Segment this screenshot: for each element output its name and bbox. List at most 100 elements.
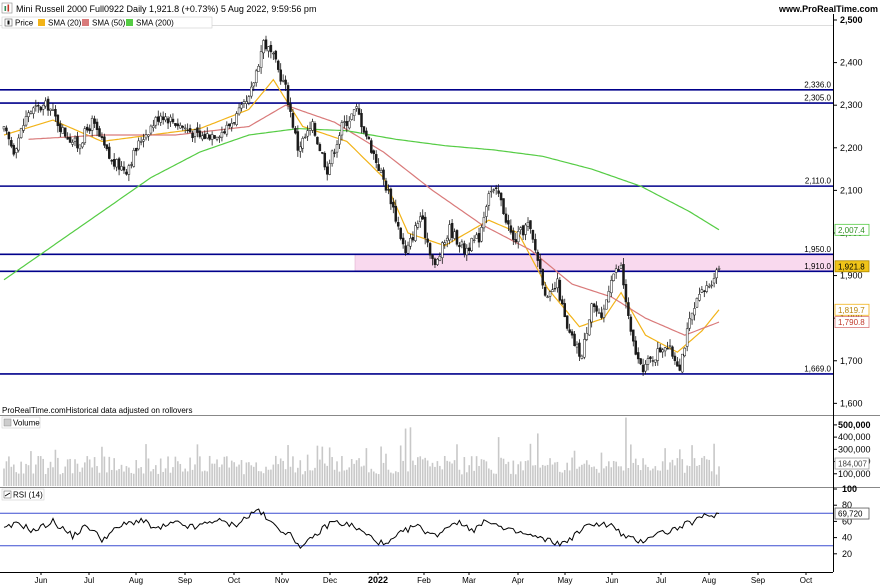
volume-bar <box>659 470 662 486</box>
volume-bar <box>608 461 610 486</box>
x-tick-label: May <box>557 576 572 585</box>
volume-bar <box>595 468 598 486</box>
volume-bar <box>598 472 600 486</box>
volume-bar <box>66 459 69 486</box>
volume-bars-layer <box>3 417 720 486</box>
volume-bar <box>289 466 292 486</box>
volume-bar <box>429 466 431 486</box>
volume-bar <box>358 458 360 486</box>
candle-body <box>573 333 576 347</box>
volume-bar <box>713 443 715 486</box>
volume-bar <box>414 465 417 486</box>
volume-bar <box>441 469 444 486</box>
volume-bar <box>529 443 532 486</box>
candle-body <box>308 128 312 131</box>
candle-body <box>690 312 694 321</box>
volume-bar <box>189 457 191 486</box>
candle-body <box>198 130 202 138</box>
volume-bar <box>669 462 671 486</box>
volume-bar <box>453 460 456 486</box>
candle-body <box>548 291 552 297</box>
candle-body <box>24 116 28 126</box>
volume-bar <box>57 457 59 486</box>
candle-body <box>546 296 549 298</box>
chart-type-icon[interactable] <box>1 2 13 14</box>
candle-body <box>580 355 584 359</box>
candle-body <box>105 144 109 150</box>
candle-body <box>695 297 699 308</box>
candle-body <box>458 245 461 248</box>
volume-bar <box>656 470 659 486</box>
volume-bar <box>32 473 35 486</box>
candle-body <box>88 128 91 132</box>
volume-bar <box>106 472 108 486</box>
candle-body <box>348 120 351 129</box>
volume-bar <box>196 444 199 486</box>
candle-body <box>578 342 581 357</box>
volume-bar <box>443 455 446 486</box>
legend-price: Price <box>15 19 34 28</box>
candle-body <box>218 136 221 139</box>
price-tick-label: 2,300 <box>840 100 863 110</box>
volume-bar <box>458 469 461 486</box>
volume-bar <box>375 473 377 486</box>
volume-bar <box>147 458 150 486</box>
candle-body <box>612 273 615 281</box>
candle-body <box>98 128 101 137</box>
price-panel-top-rule <box>0 25 833 26</box>
candle-body <box>186 129 189 131</box>
candle-body <box>44 100 47 107</box>
volume-bar <box>473 470 475 486</box>
volume-bar <box>96 466 98 486</box>
candle-body <box>583 339 586 358</box>
volume-bar <box>3 468 5 486</box>
volume-bar <box>581 464 583 486</box>
volume-bar <box>25 463 27 486</box>
candle-body <box>51 109 55 111</box>
x-tick-label: Jul <box>656 576 666 585</box>
candle-body <box>350 113 353 120</box>
source-label[interactable]: www.ProRealTime.com <box>778 4 878 14</box>
candle-body <box>345 121 349 127</box>
volume-bar <box>402 460 404 486</box>
volume-bar <box>355 460 358 486</box>
candle-body <box>343 121 346 123</box>
volume-bar <box>451 463 453 486</box>
candle-body <box>208 134 211 140</box>
badge-sma200-box <box>834 223 870 236</box>
volume-bar <box>615 461 617 486</box>
candle-body <box>362 126 366 133</box>
candle-body <box>166 118 170 124</box>
volume-bar <box>377 474 380 486</box>
candle-body <box>649 356 652 359</box>
candle-body <box>617 269 620 271</box>
candle-body <box>414 225 417 241</box>
candle-body <box>404 245 407 253</box>
volume-bar <box>578 466 581 486</box>
volume-bar <box>644 464 647 486</box>
legend-swatch-sma50 <box>82 19 89 26</box>
volume-bar <box>480 459 483 486</box>
volume-tick-label: 500,000 <box>838 420 871 430</box>
volume-bar <box>69 458 71 486</box>
candle-body <box>658 347 662 353</box>
level-label-0: 2,336.0 <box>804 80 831 89</box>
volume-bar <box>419 456 422 486</box>
volume-bar <box>478 465 480 486</box>
volume-bar <box>230 460 233 486</box>
candle-body <box>303 136 307 139</box>
volume-bar <box>510 473 512 486</box>
volume-bar <box>718 466 720 486</box>
candle-body <box>213 135 216 139</box>
candle-body <box>144 134 148 139</box>
price-tick-label: 1,600 <box>840 398 863 408</box>
candle-body <box>575 343 579 348</box>
volume-bar <box>475 456 478 486</box>
volume-bar <box>326 465 329 486</box>
candle-body <box>475 234 478 239</box>
volume-bar <box>556 461 559 486</box>
volume-bar <box>634 458 637 486</box>
candle-body <box>127 165 131 175</box>
level-label-2: 2,110.0 <box>805 177 832 186</box>
volume-bar <box>118 468 120 486</box>
